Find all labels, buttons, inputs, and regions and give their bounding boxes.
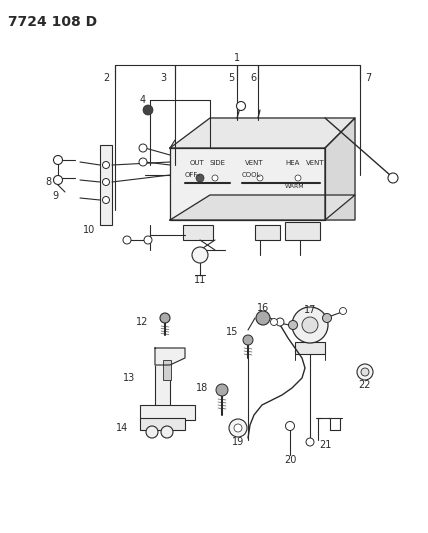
- Circle shape: [285, 422, 294, 431]
- Text: 3: 3: [160, 73, 166, 83]
- Circle shape: [295, 175, 301, 181]
- Circle shape: [256, 311, 270, 325]
- Text: 17: 17: [304, 305, 316, 315]
- Circle shape: [292, 307, 328, 343]
- Bar: [295, 342, 325, 354]
- Text: 2: 2: [104, 73, 110, 83]
- Circle shape: [102, 179, 110, 185]
- Text: SIDE: SIDE: [210, 160, 226, 166]
- Text: 5: 5: [228, 73, 234, 83]
- Polygon shape: [155, 348, 185, 365]
- Circle shape: [288, 320, 297, 329]
- Circle shape: [146, 426, 158, 438]
- Circle shape: [243, 335, 253, 345]
- Circle shape: [257, 175, 263, 181]
- Text: 13: 13: [123, 373, 135, 383]
- Text: 18: 18: [196, 383, 208, 393]
- Bar: [100, 145, 112, 225]
- Polygon shape: [170, 195, 355, 220]
- Text: OFF-: OFF-: [185, 172, 201, 178]
- Circle shape: [339, 308, 347, 314]
- Circle shape: [357, 364, 373, 380]
- Circle shape: [139, 158, 147, 166]
- Text: 22: 22: [359, 380, 371, 390]
- Circle shape: [237, 101, 246, 110]
- Text: 20: 20: [284, 455, 296, 465]
- Text: 10: 10: [83, 225, 95, 235]
- Text: 21: 21: [319, 440, 331, 450]
- Text: 12: 12: [136, 317, 148, 327]
- Circle shape: [212, 175, 218, 181]
- Circle shape: [102, 161, 110, 168]
- Text: 4: 4: [140, 95, 146, 105]
- Text: 6: 6: [250, 73, 256, 83]
- Circle shape: [160, 313, 170, 323]
- Circle shape: [123, 236, 131, 244]
- Text: 7: 7: [365, 73, 371, 83]
- Text: WARM: WARM: [285, 184, 305, 190]
- Circle shape: [302, 317, 318, 333]
- Circle shape: [388, 173, 398, 183]
- Circle shape: [229, 419, 247, 437]
- Text: VENT: VENT: [245, 160, 264, 166]
- Circle shape: [54, 156, 62, 165]
- Bar: [155, 348, 170, 408]
- Circle shape: [361, 368, 369, 376]
- Text: OUT: OUT: [190, 160, 205, 166]
- Text: 9: 9: [52, 191, 58, 201]
- Bar: [140, 405, 195, 420]
- Circle shape: [276, 318, 284, 326]
- Bar: [285, 222, 320, 240]
- Circle shape: [216, 384, 228, 396]
- Text: HEA: HEA: [285, 160, 299, 166]
- Text: 15: 15: [226, 327, 238, 337]
- Text: 11: 11: [194, 275, 206, 285]
- Text: 8: 8: [45, 177, 51, 187]
- Polygon shape: [325, 118, 355, 220]
- Circle shape: [192, 247, 208, 263]
- Circle shape: [144, 236, 152, 244]
- Polygon shape: [170, 148, 325, 220]
- Text: 14: 14: [116, 423, 128, 433]
- Text: 16: 16: [257, 303, 269, 313]
- Circle shape: [306, 438, 314, 446]
- Circle shape: [196, 174, 204, 182]
- Text: COOL: COOL: [242, 172, 262, 178]
- Text: 1: 1: [234, 53, 240, 63]
- Bar: [140, 418, 185, 430]
- Text: 19: 19: [232, 437, 244, 447]
- Circle shape: [102, 197, 110, 204]
- Circle shape: [143, 105, 153, 115]
- Bar: [255, 225, 280, 240]
- Bar: [183, 225, 213, 240]
- Bar: [163, 360, 171, 380]
- Circle shape: [234, 424, 242, 432]
- Circle shape: [139, 144, 147, 152]
- Text: VENT: VENT: [306, 160, 324, 166]
- Circle shape: [270, 319, 277, 326]
- Polygon shape: [170, 118, 355, 148]
- Circle shape: [161, 426, 173, 438]
- Circle shape: [54, 175, 62, 184]
- Circle shape: [323, 313, 332, 322]
- Text: 7724 108 D: 7724 108 D: [8, 15, 97, 29]
